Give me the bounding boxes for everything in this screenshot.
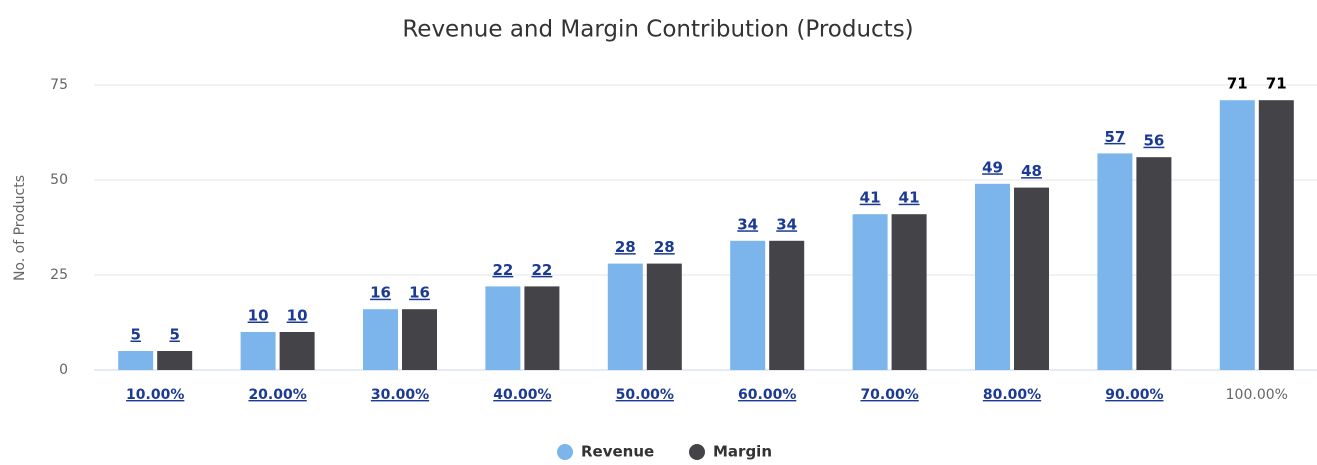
bar xyxy=(1014,187,1049,370)
data-label[interactable]: 28 xyxy=(654,238,675,256)
bar xyxy=(769,240,805,370)
bar xyxy=(852,214,888,370)
bar xyxy=(646,263,682,370)
bar xyxy=(891,214,927,370)
bar xyxy=(402,309,437,370)
y-tick-label: 50 xyxy=(50,172,68,188)
data-label[interactable]: 28 xyxy=(615,238,636,256)
legend-label[interactable]: Revenue xyxy=(581,443,654,461)
y-tick-label: 0 xyxy=(59,362,68,378)
data-label: 71 xyxy=(1266,75,1287,93)
data-label[interactable]: 5 xyxy=(169,326,179,344)
bar xyxy=(1097,153,1133,370)
legend-label[interactable]: Margin xyxy=(713,443,772,461)
bar xyxy=(975,183,1010,370)
bar xyxy=(1258,100,1294,370)
data-label[interactable]: 57 xyxy=(1104,128,1125,146)
bar xyxy=(607,263,643,370)
data-label[interactable]: 10 xyxy=(287,307,308,325)
bar xyxy=(730,240,766,370)
bar xyxy=(524,286,560,370)
x-tick-label[interactable]: 60.00% xyxy=(738,387,796,403)
x-tick-label[interactable]: 80.00% xyxy=(983,387,1041,403)
data-label[interactable]: 16 xyxy=(370,284,391,302)
x-tick-label[interactable]: 70.00% xyxy=(860,387,918,403)
data-label[interactable]: 41 xyxy=(860,189,881,207)
y-tick-label: 25 xyxy=(50,267,68,283)
data-label[interactable]: 22 xyxy=(531,261,552,279)
data-label[interactable]: 10 xyxy=(248,307,269,325)
bar xyxy=(363,309,398,370)
bar xyxy=(1136,157,1172,370)
x-tick-label[interactable]: 50.00% xyxy=(616,387,674,403)
legend-marker xyxy=(557,444,573,460)
data-label[interactable]: 56 xyxy=(1143,132,1164,150)
bar xyxy=(485,286,521,370)
x-tick-label[interactable]: 20.00% xyxy=(248,387,306,403)
x-tick-label[interactable]: 10.00% xyxy=(126,387,184,403)
bar xyxy=(240,332,276,370)
x-tick-label[interactable]: 90.00% xyxy=(1105,387,1163,403)
bar xyxy=(279,332,315,370)
data-label[interactable]: 48 xyxy=(1021,162,1042,180)
data-label[interactable]: 41 xyxy=(899,189,920,207)
y-axis-label: No. of Products xyxy=(12,175,28,281)
bar xyxy=(1219,100,1255,370)
data-label: 71 xyxy=(1227,75,1248,93)
bar xyxy=(157,351,193,370)
x-tick-label[interactable]: 40.00% xyxy=(493,387,551,403)
y-tick-label: 75 xyxy=(50,77,68,93)
data-label[interactable]: 49 xyxy=(982,158,1003,176)
x-tick-label: 100.00% xyxy=(1226,387,1288,403)
data-label[interactable]: 34 xyxy=(776,215,797,233)
x-tick-label[interactable]: 30.00% xyxy=(371,387,429,403)
data-label[interactable]: 5 xyxy=(130,326,140,344)
legend-marker xyxy=(689,444,705,460)
bar xyxy=(118,351,154,370)
data-label[interactable]: 22 xyxy=(492,261,513,279)
data-label[interactable]: 34 xyxy=(737,215,758,233)
chart-title: Revenue and Margin Contribution (Product… xyxy=(402,17,913,43)
data-label[interactable]: 16 xyxy=(409,284,430,302)
